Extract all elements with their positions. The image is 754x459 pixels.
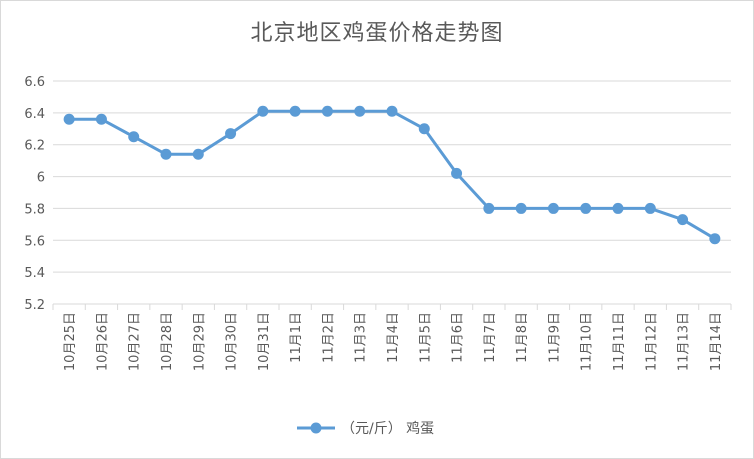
x-tick-label: 11月7日 [483, 312, 498, 363]
x-tick-label: 10月31日 [257, 312, 272, 371]
data-point [128, 131, 140, 143]
x-tick-label: 11月3日 [354, 312, 369, 363]
x-tick-label: 11月14日 [709, 312, 724, 371]
x-tick-label: 11月1日 [289, 312, 304, 363]
data-point [63, 113, 75, 125]
y-tick-label: 6.6 [24, 75, 45, 90]
x-tick-label: 10月29日 [192, 312, 207, 371]
x-tick-label: 11月2日 [321, 312, 336, 363]
x-tick-label: 11月13日 [677, 312, 692, 371]
data-point [644, 202, 656, 214]
data-point [95, 113, 107, 125]
x-tick-label: 10月25日 [63, 312, 78, 371]
y-tick-label: 5.2 [24, 298, 45, 313]
data-point [289, 105, 301, 117]
x-tick-label: 10月28日 [160, 312, 175, 371]
y-tick-label: 6.2 [24, 139, 45, 154]
legend: （元/斤） 鸡蛋 [297, 420, 434, 437]
data-point [257, 105, 269, 117]
data-point [225, 128, 237, 140]
data-point [386, 105, 398, 117]
x-tick-label: 10月30日 [225, 312, 240, 371]
data-point [160, 148, 172, 160]
data-point [451, 167, 463, 179]
y-tick-label: 6 [37, 171, 45, 186]
data-point [580, 202, 592, 214]
legend-label: （元/斤） 鸡蛋 [341, 420, 434, 437]
data-point [515, 202, 527, 214]
y-tick-label: 5.6 [24, 234, 45, 249]
x-tick-label: 11月12日 [644, 312, 659, 371]
x-tick-label: 11月11日 [612, 312, 627, 371]
x-tick-label: 10月26日 [95, 312, 110, 371]
data-point [354, 105, 366, 117]
data-point [547, 202, 559, 214]
data-point [483, 202, 495, 214]
chart-title: 北京地区鸡蛋价格走势图 [250, 21, 504, 46]
data-point [677, 214, 689, 226]
x-tick-label: 10月27日 [128, 312, 143, 371]
x-tick-label: 11月4日 [386, 312, 401, 363]
data-point [192, 148, 204, 160]
data-point [612, 202, 624, 214]
y-tick-label: 5.4 [24, 266, 45, 281]
x-tick-label: 11月5日 [418, 312, 433, 363]
data-point [709, 233, 721, 245]
x-tick-label: 11月9日 [547, 312, 562, 363]
data-point [321, 105, 333, 117]
series-line [69, 109, 716, 240]
x-tick-label: 11月10日 [580, 312, 595, 371]
legend-marker [310, 422, 322, 434]
x-tick-label: 11月6日 [451, 312, 466, 363]
y-tick-label: 5.8 [24, 202, 45, 217]
data-point [418, 123, 430, 135]
x-tick-label: 11月8日 [515, 312, 530, 363]
y-tick-label: 6.4 [24, 107, 45, 122]
